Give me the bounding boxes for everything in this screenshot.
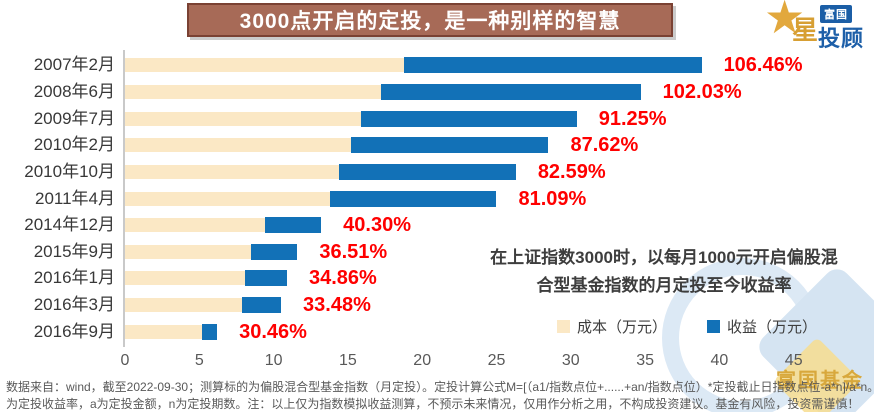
legend-item-return: 收益（万元） <box>707 316 817 337</box>
cost-bar <box>125 84 381 99</box>
x-axis-tick-label: 35 <box>636 352 654 369</box>
y-axis-label: 2015年9月 <box>33 241 115 261</box>
bar-percent-label: 91.25% <box>598 107 667 130</box>
y-axis-label: 2010年10月 <box>24 161 115 181</box>
annotation-line-2: 合型基金指数的月定投至今收益率 <box>536 276 792 295</box>
y-axis-label: 2010年2月 <box>33 135 115 155</box>
y-axis-label: 2008年6月 <box>33 81 115 101</box>
return-bar <box>404 57 702 74</box>
return-swatch-icon <box>707 320 721 333</box>
logo-badge: 富国 <box>820 5 852 23</box>
return-bar <box>380 83 641 100</box>
return-bar <box>338 163 516 180</box>
cost-bar <box>125 271 246 286</box>
footnote: 数据来自：wind，截至2022-09-30；测算标的为偏股混合型基金指数（月定… <box>6 379 872 412</box>
footnote-line-1: 数据来自：wind，截至2022-09-30；测算标的为偏股混合型基金指数（月定… <box>6 380 872 394</box>
star-icon: ★ <box>764 0 806 43</box>
cost-bar <box>125 111 362 126</box>
x-axis-tick-label: 30 <box>561 352 580 369</box>
title-banner: 3000点开启的定投，是一种别样的智慧 <box>187 3 673 37</box>
return-bar <box>361 110 577 127</box>
watermark-text: 富国基金 <box>776 370 864 392</box>
bar-percent-label: 34.86% <box>308 267 377 290</box>
bar-percent-label: 33.48% <box>303 294 371 317</box>
return-bar <box>330 190 497 207</box>
x-axis-tick-label: 10 <box>264 352 283 369</box>
cost-bar <box>125 218 265 233</box>
bar-percent-label: 81.09% <box>518 187 587 210</box>
bar-percent-label: 82.59% <box>537 160 606 183</box>
cost-bar <box>125 324 203 339</box>
cost-bar <box>125 191 331 206</box>
bar-percent-label: 30.46% <box>239 320 307 343</box>
logo-star-char: 星 <box>792 15 819 45</box>
brand-logo: ★ 星 富国 投顾 <box>762 0 872 51</box>
cost-bar <box>125 138 351 153</box>
chart-annotation: 在上证指数3000时，以每月1000元开启偏股混 合型基金指数的月定投至今收益率 <box>458 244 870 300</box>
y-axis-label: 2016年3月 <box>33 295 115 315</box>
footnote-line-2: 为定投收益率，a为定投金额，n为定投期数。注：以上仅为指数模拟收益测算，不预示未… <box>6 396 860 411</box>
return-bar <box>350 137 549 154</box>
x-axis-tick-label: 25 <box>487 352 506 369</box>
y-axis-label: 2014年12月 <box>24 215 115 235</box>
cost-bar <box>125 164 339 179</box>
return-bar <box>251 243 298 260</box>
x-axis-tick-label: 0 <box>120 352 130 369</box>
logo-name: 投顾 <box>818 26 865 51</box>
cost-bar <box>125 298 243 313</box>
bar-percent-label: 87.62% <box>570 134 639 157</box>
bar-percent-label: 102.03% <box>662 80 742 103</box>
bar-percent-label: 36.51% <box>319 240 388 263</box>
return-bar <box>242 297 282 314</box>
y-axis-label: 2011年4月 <box>34 188 115 208</box>
return-bar <box>245 270 287 287</box>
legend-item-cost: 成本（万元） <box>557 316 667 337</box>
x-axis-tick-label: 40 <box>710 352 729 369</box>
x-axis-tick-label: 45 <box>784 352 803 369</box>
legend-cost-label: 成本（万元） <box>577 319 668 336</box>
cost-swatch-icon <box>557 320 570 333</box>
return-bar <box>264 217 322 234</box>
y-axis-line <box>123 50 125 347</box>
y-axis-label: 2009年7月 <box>33 108 115 128</box>
cost-bar <box>125 244 252 259</box>
annotation-line-1: 在上证指数3000时，以每月1000元开启偏股混 <box>490 248 838 267</box>
x-axis-tick-label: 20 <box>413 352 432 369</box>
x-axis-tick-label: 15 <box>338 352 357 369</box>
y-axis-label: 2016年1月 <box>33 268 115 288</box>
y-axis-label: 2007年2月 <box>33 55 115 75</box>
cost-bar <box>125 58 405 73</box>
x-axis-tick-label: 5 <box>194 352 204 369</box>
return-bar <box>202 323 218 340</box>
legend-return-label: 收益（万元） <box>727 319 818 336</box>
bar-percent-label: 40.30% <box>343 214 411 237</box>
y-axis-label: 2016年9月 <box>33 321 115 341</box>
page-title: 3000点开启的定投，是一种别样的智慧 <box>239 10 621 33</box>
chart-legend: 成本（万元） 收益（万元） <box>557 316 817 337</box>
bar-percent-label: 106.46% <box>723 54 803 77</box>
